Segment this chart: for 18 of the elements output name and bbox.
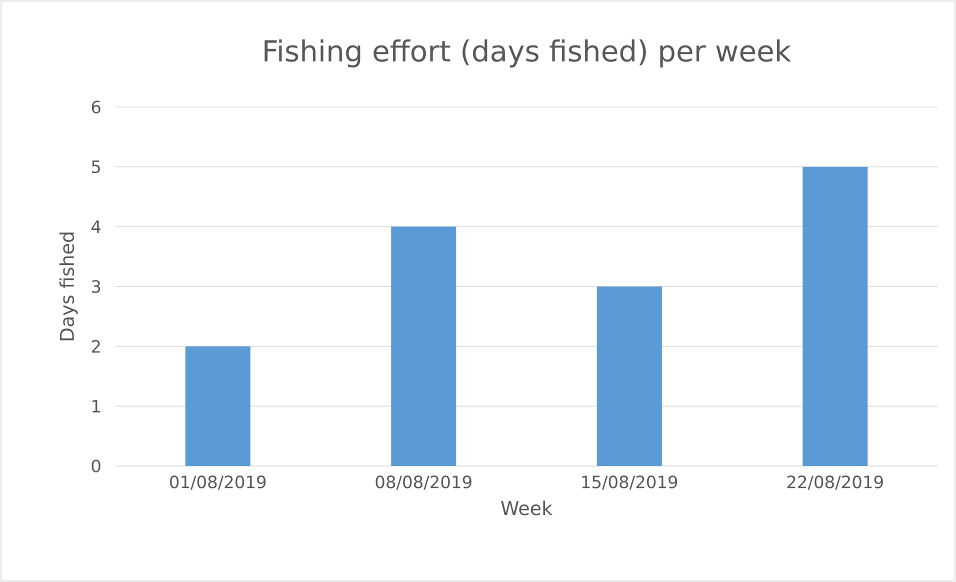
y-tick-label: 3: [92, 280, 100, 293]
x-tick-label: 01/08/2019: [170, 476, 266, 490]
chart-title: Fishing effort (days fished) per week: [264, 39, 792, 68]
y-tick-label: 5: [92, 160, 100, 174]
y-axis-title: Days fished: [59, 232, 78, 340]
x-tick-label: 08/08/2019: [376, 476, 472, 490]
y-tick-label: 6: [92, 100, 100, 114]
x-axis-title: Week: [501, 500, 552, 516]
y-tick-label: 0: [92, 460, 100, 472]
y-tick-label: 4: [91, 220, 101, 233]
bar: [391, 226, 456, 466]
bar: [802, 166, 868, 466]
bar: [185, 346, 250, 466]
bar: [596, 286, 662, 466]
x-tick-label: 15/08/2019: [582, 476, 678, 490]
x-tick-label: 22/08/2019: [787, 476, 883, 490]
y-tick-label: 1: [92, 400, 100, 412]
y-tick-label: 2: [92, 340, 100, 353]
